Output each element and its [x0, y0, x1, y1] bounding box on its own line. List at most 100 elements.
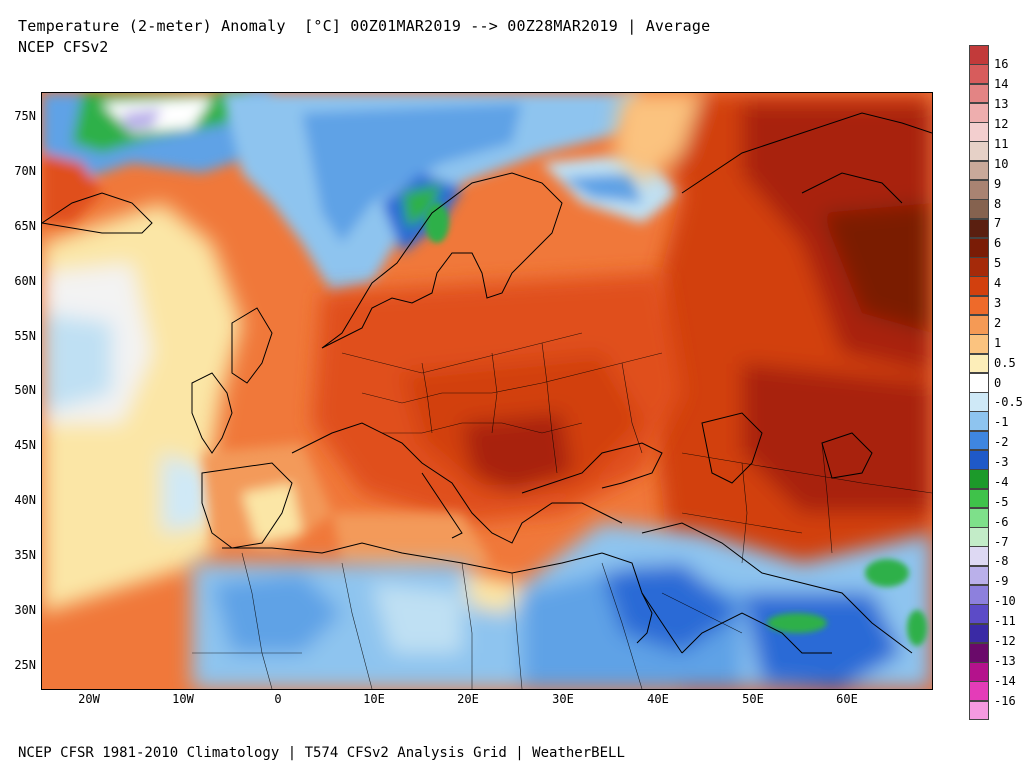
lat-label-45n: 45N	[14, 438, 36, 452]
colorbar-swatch	[969, 83, 989, 104]
lon-label-30e: 30E	[552, 692, 574, 706]
europe-warm-field	[312, 273, 682, 523]
colorbar-label: -5	[994, 494, 1009, 509]
colorbar-label: 12	[994, 116, 1009, 131]
colorbar-label: -4	[994, 474, 1009, 489]
lat-label-70n: 70N	[14, 164, 36, 178]
colorbar-label: -7	[994, 534, 1009, 549]
colorbar-label: 1	[994, 335, 1002, 350]
colorbar-label: -8	[994, 554, 1009, 569]
colorbar-label: -2	[994, 435, 1009, 450]
atlantic-neutral-field	[42, 203, 242, 613]
country-borders	[192, 332, 932, 689]
colorbar-label: -9	[994, 574, 1009, 589]
lat-label-60n: 60N	[14, 274, 36, 288]
colorbar-swatch	[969, 546, 989, 567]
chart-subtitle: NCEP CFSv2	[18, 38, 109, 56]
lat-label-75n: 75N	[14, 109, 36, 123]
lon-label-50e: 50E	[742, 692, 764, 706]
colorbar-label: 16	[994, 57, 1009, 72]
lon-label-0: 0	[274, 692, 282, 706]
chart-title: Temperature (2-meter) Anomaly [°C] 00Z01…	[18, 17, 711, 35]
colorbar-swatch	[969, 469, 989, 490]
lat-label-55n: 55N	[14, 329, 36, 343]
colorbar-label: 0.5	[994, 355, 1016, 370]
lat-label-35n: 35N	[14, 548, 36, 562]
lon-label-20w: 20W	[78, 692, 100, 706]
colorbar-swatch	[969, 565, 989, 586]
colorbar-label: -6	[994, 514, 1009, 529]
colorbar-swatch	[969, 353, 989, 374]
colorbar-swatch	[969, 411, 989, 432]
lat-label-65n: 65N	[14, 219, 36, 233]
greenland-cold-field	[42, 93, 272, 223]
colorbar-label: 5	[994, 256, 1002, 271]
lat-label-40n: 40N	[14, 493, 36, 507]
colorbar-swatch	[969, 681, 989, 702]
mediterranean-field	[202, 443, 492, 573]
colorbar-label: 7	[994, 216, 1002, 231]
coastlines	[42, 112, 932, 654]
colorbar-swatch	[969, 392, 989, 412]
lat-label-25n: 25N	[14, 658, 36, 672]
colorbar-swatch	[969, 199, 989, 220]
colorbar-swatch	[969, 334, 989, 355]
colorbar-swatch	[969, 507, 989, 528]
footer-credits: NCEP CFSR 1981-2010 Climatology | T574 C…	[18, 745, 625, 761]
colorbar-swatch	[969, 642, 989, 663]
colorbar-swatch	[969, 122, 989, 142]
colorbar-label: 9	[994, 176, 1002, 191]
colorbar-label: -10	[994, 594, 1016, 609]
colorbar-swatch	[969, 488, 989, 509]
colorbar-swatch	[969, 45, 989, 65]
colorbar-label: 14	[994, 77, 1009, 92]
colorbar-swatch	[969, 662, 989, 682]
colorbar-label: 0	[994, 375, 1002, 390]
colorbar-label: 2	[994, 315, 1002, 330]
colorbar-swatch	[969, 295, 989, 316]
colorbar-label: 13	[994, 97, 1009, 112]
colorbar-swatch	[969, 372, 989, 393]
colorbar-label: -0.5	[994, 395, 1023, 410]
lon-label-10e: 10E	[363, 692, 385, 706]
lat-label-30n: 30N	[14, 603, 36, 617]
colorbar-label: 11	[994, 136, 1009, 151]
lon-label-10w: 10W	[172, 692, 194, 706]
colorbar-swatch	[969, 102, 989, 123]
colorbar-swatch	[969, 623, 989, 644]
colorbar-label: 6	[994, 236, 1002, 251]
anomaly-map-svg	[42, 93, 932, 689]
colorbar-swatch	[969, 450, 989, 470]
colorbar-label: -12	[994, 634, 1016, 649]
colorbar-swatch	[969, 141, 989, 162]
lon-label-40e: 40E	[647, 692, 669, 706]
colorbar-swatch	[969, 180, 989, 200]
colorbar-label: -1	[994, 415, 1009, 430]
colorbar-label: -11	[994, 614, 1016, 629]
anomaly-map	[41, 92, 933, 690]
lat-label-50n: 50N	[14, 383, 36, 397]
colorbar-swatch	[969, 276, 989, 297]
colorbar-swatch	[969, 430, 989, 451]
norwegian-sea-cold-field	[222, 93, 682, 293]
lon-label-60e: 60E	[836, 692, 858, 706]
colorbar-label: 4	[994, 276, 1002, 291]
colorbar-swatch	[969, 237, 989, 258]
colorbar-swatch	[969, 585, 989, 605]
cold-green-pockets	[425, 203, 927, 646]
colorbar-swatch	[969, 527, 989, 547]
colorbar-label: -13	[994, 653, 1016, 668]
colorbar-label: 10	[994, 156, 1009, 171]
lon-label-20e: 20E	[457, 692, 479, 706]
colorbar-swatch	[969, 604, 989, 625]
colorbar-label: 8	[994, 196, 1002, 211]
colorbar-label: -14	[994, 673, 1016, 688]
colorbar-swatch	[969, 64, 989, 85]
colorbar-label: 3	[994, 295, 1002, 310]
colorbar-swatch	[969, 315, 989, 335]
colorbar-swatch	[969, 257, 989, 277]
colorbar-label: -3	[994, 455, 1009, 470]
colorbar-swatch	[969, 160, 989, 181]
colorbar-label: -16	[994, 693, 1016, 708]
colorbar-swatch	[969, 700, 989, 721]
